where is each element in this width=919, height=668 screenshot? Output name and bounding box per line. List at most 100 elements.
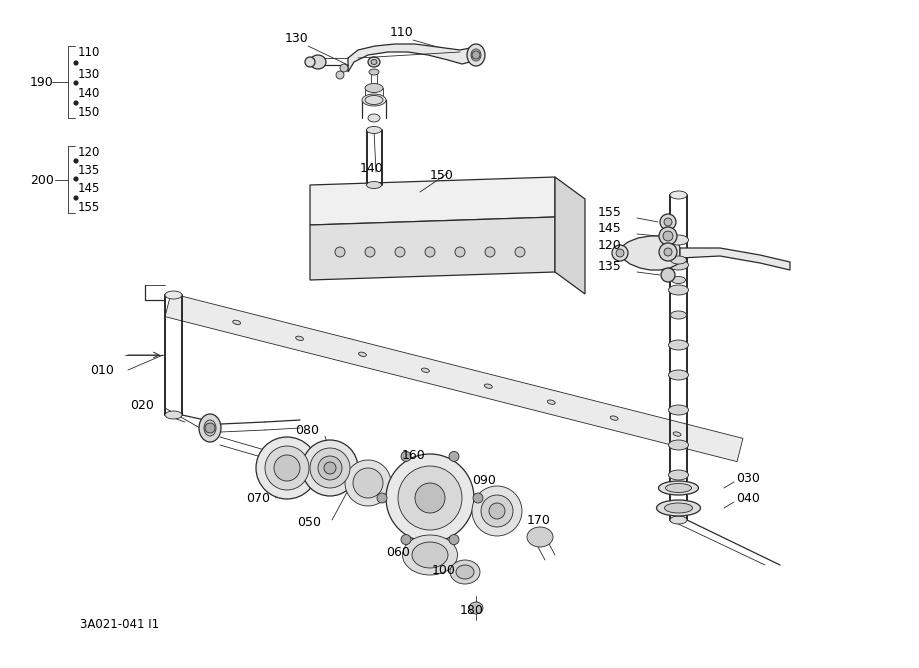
Text: 090: 090: [472, 474, 496, 486]
Ellipse shape: [403, 535, 458, 575]
Text: 080: 080: [295, 424, 319, 436]
Polygon shape: [620, 236, 680, 270]
Ellipse shape: [659, 481, 698, 495]
Ellipse shape: [412, 542, 448, 568]
Ellipse shape: [489, 503, 505, 519]
Circle shape: [455, 247, 465, 257]
Ellipse shape: [668, 370, 688, 380]
Polygon shape: [555, 177, 585, 294]
Ellipse shape: [656, 500, 700, 516]
Circle shape: [485, 247, 495, 257]
Ellipse shape: [324, 462, 336, 474]
Ellipse shape: [481, 495, 513, 527]
Ellipse shape: [610, 416, 618, 420]
Ellipse shape: [265, 446, 309, 490]
Ellipse shape: [296, 336, 303, 341]
Circle shape: [395, 247, 405, 257]
Circle shape: [664, 248, 672, 256]
Ellipse shape: [369, 69, 379, 75]
Circle shape: [74, 158, 78, 164]
Ellipse shape: [471, 49, 481, 61]
Circle shape: [449, 534, 459, 544]
Ellipse shape: [204, 420, 216, 436]
Ellipse shape: [340, 64, 348, 72]
Text: 135: 135: [598, 259, 622, 273]
Ellipse shape: [469, 602, 483, 614]
Text: 130: 130: [285, 31, 309, 45]
Ellipse shape: [165, 411, 182, 419]
Circle shape: [515, 247, 525, 257]
Ellipse shape: [367, 182, 381, 188]
Text: 100: 100: [432, 564, 456, 576]
Ellipse shape: [671, 311, 686, 319]
Ellipse shape: [367, 126, 381, 134]
Ellipse shape: [484, 384, 493, 388]
Text: 170: 170: [527, 514, 550, 526]
Ellipse shape: [668, 440, 688, 450]
Text: 150: 150: [430, 168, 454, 182]
Ellipse shape: [336, 71, 344, 79]
Ellipse shape: [670, 191, 687, 199]
Text: 190: 190: [30, 75, 53, 88]
Ellipse shape: [672, 277, 686, 283]
Circle shape: [205, 423, 215, 433]
Ellipse shape: [199, 414, 221, 442]
Circle shape: [663, 231, 673, 241]
Text: 3A021-041 I1: 3A021-041 I1: [80, 619, 159, 631]
Text: 070: 070: [246, 492, 270, 504]
Circle shape: [659, 227, 677, 245]
Ellipse shape: [415, 483, 445, 513]
Ellipse shape: [450, 560, 480, 584]
Text: 020: 020: [130, 399, 153, 411]
Polygon shape: [348, 44, 475, 72]
Circle shape: [660, 214, 676, 230]
Ellipse shape: [398, 466, 462, 530]
Circle shape: [425, 247, 435, 257]
Circle shape: [401, 534, 411, 544]
Ellipse shape: [668, 405, 688, 415]
Circle shape: [335, 247, 345, 257]
Ellipse shape: [668, 285, 688, 295]
Ellipse shape: [368, 57, 380, 67]
Ellipse shape: [310, 448, 350, 488]
Ellipse shape: [668, 260, 688, 270]
Text: 135: 135: [78, 164, 100, 176]
Ellipse shape: [358, 352, 367, 357]
Ellipse shape: [318, 456, 342, 480]
Ellipse shape: [671, 256, 686, 264]
Text: 120: 120: [78, 146, 100, 158]
Text: 180: 180: [460, 603, 484, 617]
Text: 050: 050: [297, 516, 321, 528]
Circle shape: [74, 196, 78, 200]
Ellipse shape: [256, 437, 318, 499]
Circle shape: [74, 176, 78, 182]
Circle shape: [74, 81, 78, 86]
Circle shape: [664, 218, 672, 226]
Ellipse shape: [362, 94, 386, 106]
Ellipse shape: [345, 460, 391, 506]
Circle shape: [74, 100, 78, 106]
Ellipse shape: [371, 59, 377, 65]
Ellipse shape: [668, 235, 688, 245]
Circle shape: [661, 268, 675, 282]
Circle shape: [401, 452, 411, 462]
Ellipse shape: [674, 432, 681, 436]
Polygon shape: [310, 177, 555, 225]
Ellipse shape: [353, 468, 383, 498]
Polygon shape: [680, 248, 790, 270]
Text: 155: 155: [78, 200, 100, 214]
Text: 145: 145: [598, 222, 622, 234]
Ellipse shape: [472, 486, 522, 536]
Ellipse shape: [527, 527, 553, 547]
Text: 140: 140: [78, 86, 100, 100]
Text: 150: 150: [78, 106, 100, 118]
Ellipse shape: [302, 440, 358, 496]
Circle shape: [449, 452, 459, 462]
Ellipse shape: [467, 44, 485, 66]
Ellipse shape: [668, 340, 688, 350]
Ellipse shape: [368, 114, 380, 122]
Text: 110: 110: [78, 45, 100, 59]
Ellipse shape: [670, 516, 687, 524]
Ellipse shape: [365, 96, 383, 104]
Ellipse shape: [548, 400, 555, 404]
